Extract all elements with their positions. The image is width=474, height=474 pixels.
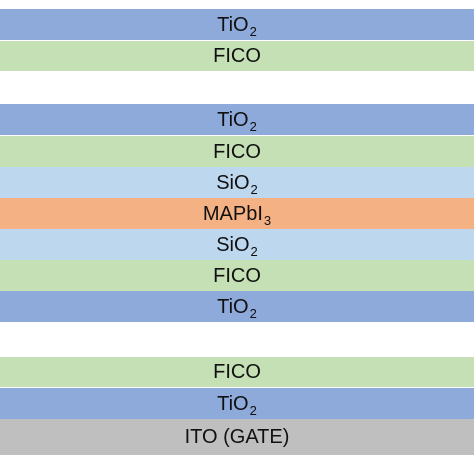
layer-label: TiO2 — [217, 392, 257, 417]
layer-label-subscript: 2 — [249, 118, 257, 134]
layer-label-base: SiO — [216, 171, 250, 194]
layer-label-base: TiO — [217, 13, 249, 36]
layer-fico: FICO — [0, 260, 474, 291]
layer-mapbi3: MAPbI3 — [0, 198, 474, 229]
layer-label-base: TiO — [217, 392, 249, 415]
layer-fico: FICO — [0, 41, 474, 71]
layer-label-subscript: 2 — [250, 243, 258, 259]
layer-label-base: TiO — [217, 295, 249, 318]
layer-label-base: FICO — [213, 264, 261, 287]
layer-label: SiO2 — [216, 233, 258, 258]
layer-label-subscript: 3 — [263, 212, 272, 228]
layer-sio2: SiO2 — [0, 167, 474, 198]
layer-label: FICO — [213, 46, 261, 66]
layer-fico: FICO — [0, 136, 474, 167]
layer-label: SiO2 — [216, 171, 258, 196]
layer-label: TiO2 — [217, 108, 257, 133]
layer-label: FICO — [213, 142, 261, 162]
layer-fico: FICO — [0, 357, 474, 387]
layer-label-base: FICO — [213, 45, 261, 67]
layer-label-subscript: 2 — [250, 181, 258, 197]
layer-label-base: TiO — [217, 108, 249, 131]
layer-tio2: TiO2 — [0, 104, 474, 135]
layer-label-subscript: 2 — [249, 23, 257, 39]
layer-label: FICO — [213, 266, 261, 286]
layer-label-base: MAPbI — [202, 202, 263, 225]
layer-tio2: TiO2 — [0, 388, 474, 419]
layer-label-base: ITO (GATE) — [184, 426, 290, 448]
layer-ito: ITO (GATE) — [0, 419, 474, 455]
layer-label-base: SiO — [216, 233, 250, 256]
layer-label-subscript: 2 — [249, 305, 257, 321]
layer-label-base: FICO — [213, 361, 261, 383]
layer-label: TiO2 — [217, 295, 257, 320]
layer-label: ITO (GATE) — [185, 427, 290, 447]
layer-label-subscript: 2 — [249, 402, 257, 418]
layer-label: FICO — [213, 362, 261, 382]
layer-sio2: SiO2 — [0, 229, 474, 260]
layer-label: TiO2 — [217, 13, 257, 38]
layer-label-base: FICO — [213, 140, 261, 163]
layer-tio2: TiO2 — [0, 9, 474, 40]
layer-tio2: TiO2 — [0, 291, 474, 322]
layer-label: MAPbI3 — [202, 202, 271, 227]
